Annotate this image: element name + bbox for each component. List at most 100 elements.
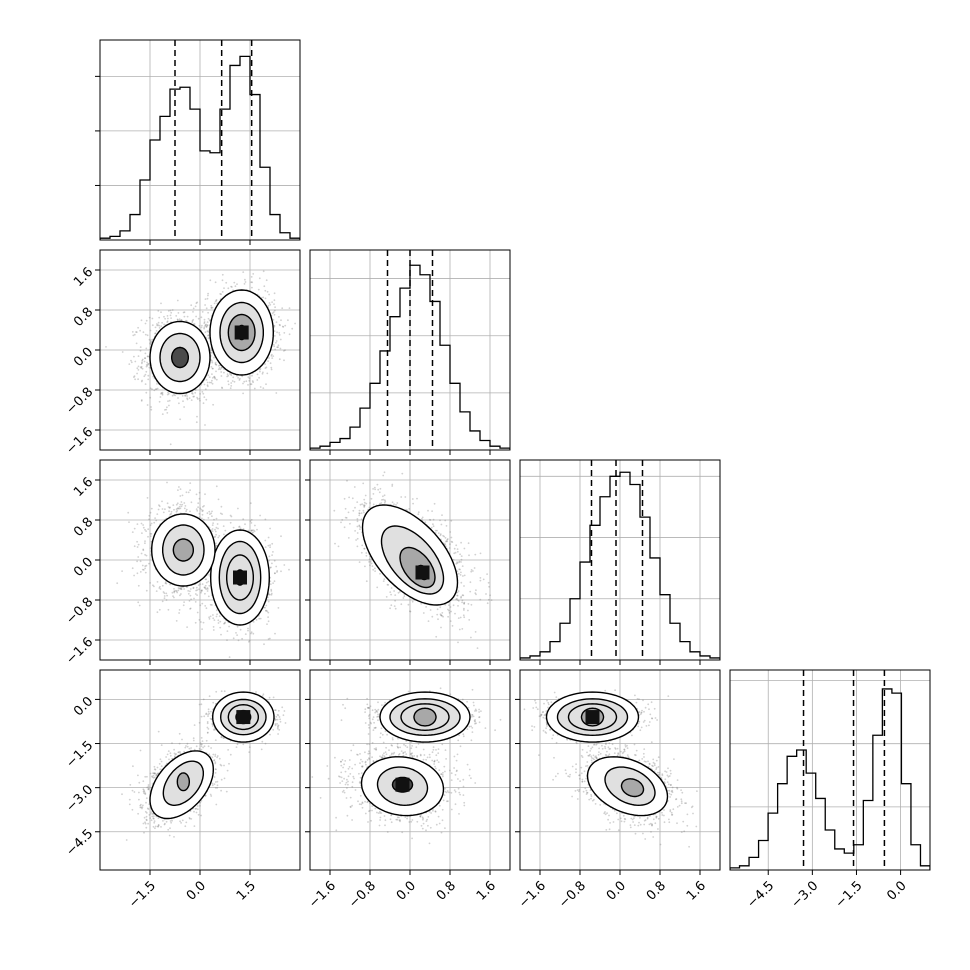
scatter-point — [252, 529, 255, 532]
scatter-point — [139, 571, 142, 573]
scatter-point — [179, 503, 182, 506]
scatter-point — [144, 357, 146, 360]
scatter-point — [248, 379, 251, 382]
scatter-point — [230, 515, 233, 518]
scatter-point — [181, 494, 184, 497]
histogram-steps — [310, 264, 510, 450]
scatter-point — [204, 388, 207, 391]
scatter-point — [268, 302, 271, 304]
scatter-point — [202, 518, 205, 521]
scatter-point — [197, 317, 200, 320]
scatter-point — [264, 289, 267, 292]
scatter-point — [215, 363, 217, 366]
scatter-point — [175, 508, 178, 511]
scatter-point — [221, 387, 224, 389]
scatter-point — [223, 622, 226, 625]
scatter-point — [250, 276, 253, 278]
scatter-point — [140, 400, 143, 402]
scatter-point — [211, 361, 214, 364]
scatter-point — [241, 637, 244, 640]
scatter-point — [201, 628, 204, 630]
scatter-point — [170, 510, 173, 513]
scatter-point — [207, 337, 210, 340]
scatter-point — [211, 367, 214, 370]
scatter-point — [203, 586, 206, 589]
scatter-point — [199, 604, 202, 607]
scatter-point — [273, 345, 276, 348]
scatter-point — [192, 586, 195, 589]
scatter-point — [173, 588, 175, 590]
scatter-point — [206, 330, 209, 333]
scatter-point — [200, 590, 203, 592]
scatter-point — [150, 340, 153, 343]
scatter-point — [229, 514, 232, 517]
scatter-point — [227, 383, 230, 386]
scatter-point — [247, 384, 249, 386]
histogram-panel-2 — [519, 459, 721, 665]
scatter-point — [136, 367, 139, 370]
scatter-point — [189, 590, 191, 593]
scatter-point — [264, 363, 266, 365]
scatter-point — [198, 619, 201, 621]
scatter-point — [211, 524, 214, 526]
scatter-point — [205, 379, 208, 381]
scatter-point — [239, 628, 242, 631]
scatter-point — [178, 505, 181, 508]
scatter-point — [186, 398, 189, 401]
scatter-point — [159, 588, 162, 590]
scatter-point — [252, 632, 255, 635]
scatter-point — [153, 521, 156, 524]
scatter-point — [273, 292, 276, 295]
scatter-point — [158, 400, 161, 403]
scatter-point — [198, 512, 201, 515]
scatter-point — [158, 608, 161, 611]
scatter-point — [156, 383, 158, 385]
scatter-point — [244, 633, 247, 635]
scatter-point — [168, 404, 170, 407]
scatter-point — [138, 604, 141, 607]
scatter-point — [186, 626, 189, 628]
scatter-point — [179, 587, 182, 589]
scatter-point — [258, 277, 261, 280]
scatter-point — [269, 546, 271, 549]
scatter-point — [159, 585, 161, 588]
scatter-point — [148, 514, 151, 517]
scatter-point — [243, 283, 246, 285]
scatter-point — [150, 533, 153, 535]
scatter-point — [214, 300, 217, 303]
scatter-point — [259, 367, 262, 370]
scatter-point — [146, 355, 149, 358]
scatter-point — [172, 595, 174, 597]
scatter-point — [199, 399, 201, 402]
scatter-point — [206, 385, 209, 388]
scatter-point — [226, 630, 229, 632]
scatter-point — [136, 560, 139, 563]
scatter-point — [278, 358, 281, 361]
scatter-point — [236, 625, 239, 628]
scatter-point — [248, 640, 250, 643]
scatter-point — [281, 307, 284, 310]
scatter-point — [176, 502, 179, 505]
scatter-point — [176, 319, 179, 321]
scatter-point — [252, 621, 255, 623]
scatter-point — [146, 404, 149, 406]
scatter-point — [192, 318, 195, 321]
scatter-point — [194, 601, 197, 603]
scatter-point — [133, 355, 135, 358]
scatter-point — [147, 528, 150, 531]
scatter-point — [196, 509, 199, 512]
scatter-point — [134, 360, 137, 363]
scatter-point — [204, 304, 207, 306]
scatter-point — [227, 380, 230, 383]
scatter-point — [151, 388, 153, 391]
scatter-point — [210, 349, 213, 352]
scatter-point — [171, 394, 174, 397]
scatter-point — [236, 374, 238, 377]
scatter-point — [198, 324, 201, 327]
scatter-point — [161, 321, 164, 324]
scatter-point — [202, 392, 205, 395]
scatter-point — [162, 591, 165, 593]
scatter-point — [178, 486, 180, 488]
scatter-point — [278, 316, 280, 318]
scatter-point — [189, 594, 192, 597]
